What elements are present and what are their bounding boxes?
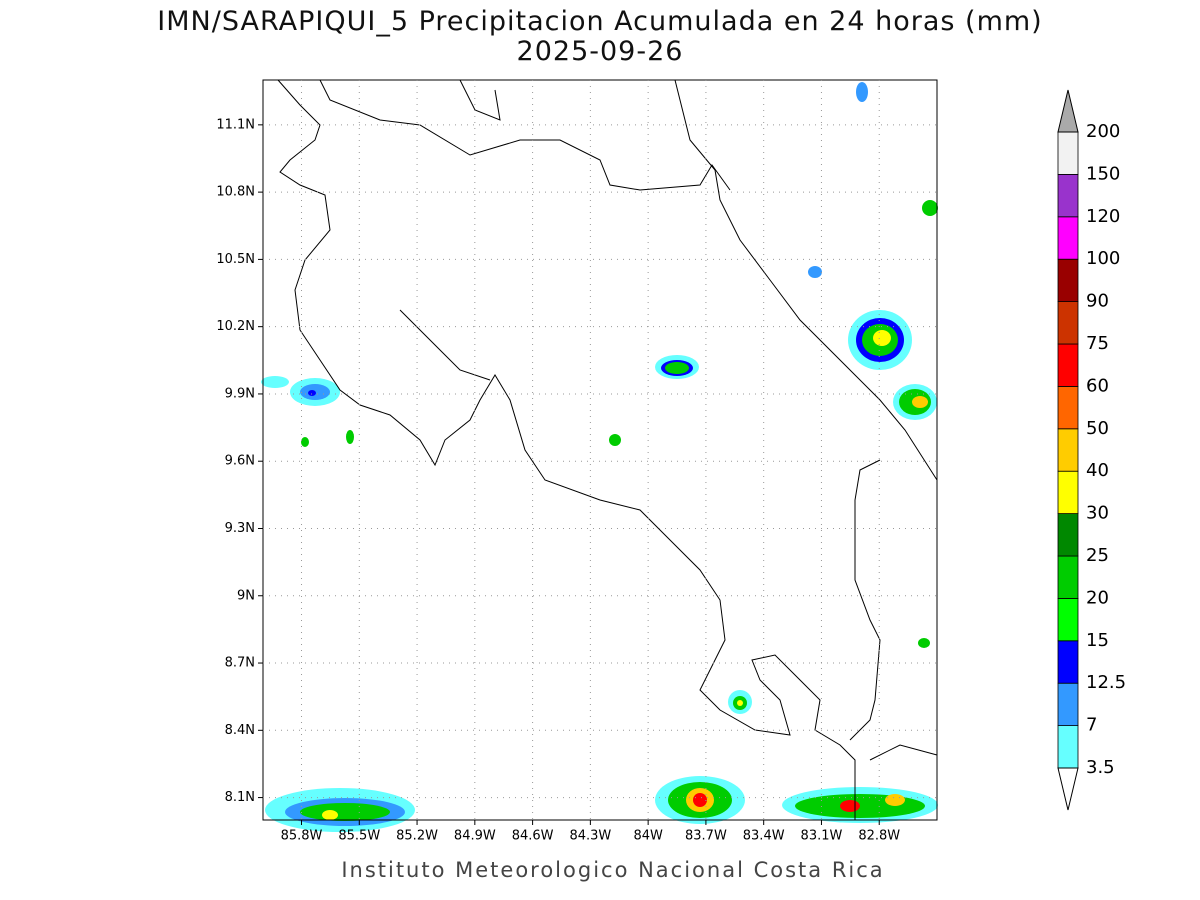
rain-cell	[848, 310, 912, 370]
colorbar-label: 150	[1086, 163, 1120, 184]
precip-field	[261, 82, 938, 832]
colorbar-bin	[1057, 385, 1079, 430]
rain-cell	[301, 82, 938, 648]
rain-cell	[655, 776, 745, 824]
footer: Instituto Meteorologico Nacional Costa R…	[341, 858, 884, 882]
x-tick-label: 83.7W	[685, 829, 727, 844]
colorbar-label: 40	[1086, 460, 1109, 481]
rain-cell	[265, 788, 415, 832]
x-tick-label: 84.6W	[512, 829, 554, 844]
y-tick-label: 9.6N	[225, 454, 255, 469]
y-tick-label: 9N	[237, 588, 255, 603]
colorbar-bin	[1057, 470, 1079, 515]
x-tick-label: 84W	[633, 829, 663, 844]
colorbar-bin	[1057, 640, 1079, 684]
colorbar-label: 12.5	[1086, 672, 1126, 693]
colorbar-over	[1057, 89, 1079, 133]
y-tick-label: 8.4N	[225, 723, 255, 738]
rain-cell	[655, 355, 699, 379]
colorbar-under	[1057, 767, 1079, 811]
colorbar-label: 90	[1086, 291, 1109, 312]
rain-cell	[261, 376, 289, 388]
colorbar-bin	[1057, 216, 1079, 260]
colorbar-bin	[1057, 131, 1079, 175]
y-tick-label: 10.5N	[216, 252, 255, 267]
rain-cell	[290, 378, 340, 406]
x-tick-label: 85.8W	[281, 829, 323, 844]
colorbar-bin	[1057, 725, 1079, 769]
rain-cell	[782, 787, 938, 823]
x-tick-label: 84.3W	[569, 829, 611, 844]
colorbar-label: 25	[1086, 545, 1109, 566]
colorbar-bin	[1057, 173, 1079, 218]
colorbar-bin	[1057, 343, 1079, 387]
colorbar-bin	[1057, 428, 1079, 472]
colorbar-bin	[1057, 258, 1079, 303]
x-tick-label: 85.2W	[396, 829, 438, 844]
title: IMN/SARAPIQUI_5 Precipitacion Acumulada …	[157, 6, 1042, 37]
x-tick-label: 82.8W	[858, 829, 900, 844]
x-tick-label: 83.4W	[743, 829, 785, 844]
colorbar-bin	[1057, 513, 1079, 557]
colorbar-label: 15	[1086, 630, 1109, 651]
x-tick-label: 83.1W	[801, 829, 843, 844]
colorbar-label: 50	[1086, 418, 1109, 439]
colorbar-label: 120	[1086, 206, 1120, 227]
map-frame	[262, 79, 938, 821]
colorbar-label: 60	[1086, 375, 1109, 396]
subtitle: 2025-09-26	[517, 36, 684, 67]
colorbar-bin	[1057, 598, 1079, 642]
y-tick-label: 8.1N	[225, 790, 255, 805]
y-tick-label: 9.3N	[225, 521, 255, 536]
y-tick-label: 11.1N	[216, 117, 255, 132]
colorbar-label: 100	[1086, 248, 1120, 269]
rain-cell	[893, 384, 937, 420]
x-tick-label: 85.5W	[338, 829, 380, 844]
colorbar-label: 3.5	[1086, 757, 1115, 778]
y-tick-label: 10.8N	[216, 185, 255, 200]
coastline	[277, 79, 938, 820]
colorbar-label: 7	[1086, 715, 1097, 736]
colorbar-label: 30	[1086, 503, 1109, 524]
colorbar-label: 200	[1086, 121, 1120, 142]
colorbar-bin	[1057, 682, 1079, 727]
colorbar-bin	[1057, 301, 1079, 345]
y-tick-label: 8.7N	[225, 656, 255, 671]
y-tick-label: 9.9N	[225, 386, 255, 401]
colorbar-label: 75	[1086, 333, 1109, 354]
rain-cell	[728, 690, 752, 714]
x-tick-label: 84.9W	[454, 829, 496, 844]
y-tick-label: 10.2N	[216, 319, 255, 334]
colorbar-bin	[1057, 555, 1079, 599]
colorbar-label: 20	[1086, 587, 1109, 608]
